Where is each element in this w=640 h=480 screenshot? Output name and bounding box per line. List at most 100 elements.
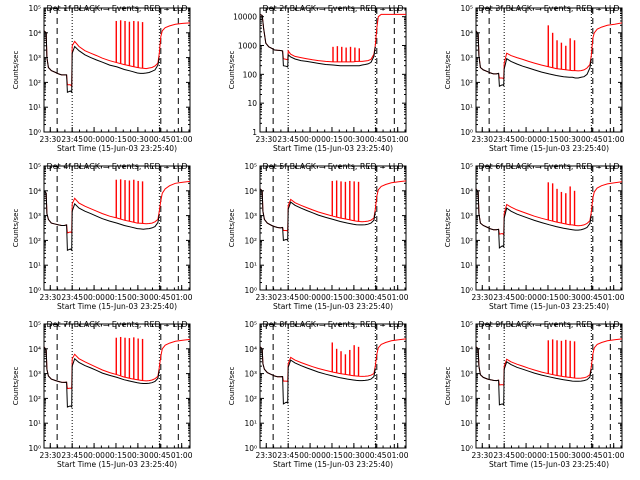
y-tick-label: 10⁰ — [28, 444, 41, 453]
y-tick-label: 10² — [460, 78, 473, 87]
events-series-line — [476, 188, 592, 249]
reference-lines — [56, 8, 179, 132]
x-tick-label: 23:45 — [277, 451, 299, 460]
x-tick-label: 00:00 — [83, 451, 105, 460]
reference-lines — [488, 8, 611, 132]
y-tick-label: 10³ — [244, 212, 257, 221]
x-tick-label: 01:00 — [603, 293, 625, 302]
plot-frame — [43, 7, 191, 133]
x-tick-label: 00:15 — [537, 293, 559, 302]
x-axis-label: Start Time (15-Jun-03 23:25:40) — [57, 460, 177, 469]
x-tick-label: 00:30 — [343, 135, 365, 144]
x-tick-label: 00:30 — [343, 293, 365, 302]
events-series-line — [476, 30, 592, 87]
y-axis-label: Counts/sec — [444, 51, 452, 90]
x-tick-label: 00:00 — [515, 293, 537, 302]
x-tick-label: 23:45 — [493, 451, 515, 460]
x-tick-label: 23:45 — [277, 135, 299, 144]
y-tick-label: 10⁴ — [460, 345, 473, 354]
y-tick-label: 10⁵ — [28, 4, 41, 13]
series-group — [476, 338, 622, 406]
y-tick-label: 10⁰ — [460, 444, 473, 453]
y-tick-label: 10¹ — [28, 261, 41, 270]
x-axis-label: Start Time (15-Jun-03 23:25:40) — [57, 144, 177, 153]
y-tick-label: 1 — [252, 128, 257, 137]
y-tick-label: 10² — [460, 394, 473, 403]
y-axis-label: Counts/sec — [228, 367, 236, 406]
y-tick-label: 10¹ — [244, 419, 257, 428]
y-tick-label: 10¹ — [460, 419, 473, 428]
x-tick-label: 00:45 — [149, 135, 171, 144]
x-tick-label: 00:45 — [149, 451, 171, 460]
events-series-line — [476, 346, 592, 406]
y-tick-label: 10¹ — [28, 103, 41, 112]
y-tick-label: 10² — [28, 78, 41, 87]
y-tick-label: 10³ — [460, 370, 473, 379]
x-tick-label: 23:30 — [255, 293, 277, 302]
y-tick-label: 1000 — [238, 42, 257, 51]
y-tick-label: 10² — [28, 236, 41, 245]
plot-frame — [43, 165, 191, 291]
x-tick-label: 00:45 — [581, 293, 603, 302]
x-tick-label: 01:00 — [171, 451, 193, 460]
y-tick-label: 100 — [243, 70, 258, 79]
y-tick-label: 10⁵ — [460, 320, 473, 329]
x-tick-label: 00:15 — [321, 135, 343, 144]
series-group — [44, 336, 190, 409]
lld-series-line — [44, 22, 190, 88]
x-tick-label: 00:00 — [83, 135, 105, 144]
y-tick-label: 10⁵ — [28, 162, 41, 171]
x-tick-label: 23:30 — [255, 135, 277, 144]
x-tick-label: 01:00 — [171, 293, 193, 302]
x-tick-label: 00:00 — [515, 135, 537, 144]
y-tick-label: 10³ — [28, 54, 41, 63]
x-tick-label: 01:00 — [603, 135, 625, 144]
y-axis-label: Counts/sec — [444, 367, 452, 406]
x-tick-label: 00:30 — [343, 451, 365, 460]
reference-lines — [272, 166, 395, 290]
plot-frame — [259, 165, 407, 291]
x-tick-label: 23:45 — [277, 293, 299, 302]
y-tick-label: 10⁴ — [460, 29, 473, 38]
y-tick-label: 10² — [28, 394, 41, 403]
x-tick-label: 00:00 — [299, 293, 321, 302]
x-tick-label: 23:30 — [39, 135, 61, 144]
y-tick-label: 10⁴ — [244, 345, 257, 354]
y-tick-label: 10³ — [244, 370, 257, 379]
y-tick-label: 10⁵ — [460, 4, 473, 13]
panel-title: Det 4f BLACK = Events, RED = LLD — [46, 162, 187, 171]
x-tick-label: 00:00 — [299, 135, 321, 144]
y-tick-label: 10³ — [28, 370, 41, 379]
series-group — [44, 179, 190, 252]
x-tick-label: 01:00 — [603, 451, 625, 460]
lld-series-line — [476, 181, 622, 236]
x-tick-label: 00:45 — [365, 451, 387, 460]
x-tick-label: 01:00 — [387, 135, 409, 144]
x-tick-label: 00:45 — [149, 293, 171, 302]
lld-series-line — [476, 22, 622, 80]
panel-title: Det 2f BLACK = Events, RED = LLD — [262, 4, 403, 13]
reference-lines — [56, 324, 179, 448]
reference-lines — [488, 324, 611, 448]
y-tick-label: 10⁰ — [460, 128, 473, 137]
x-tick-label: 01:00 — [387, 293, 409, 302]
y-tick-label: 10¹ — [460, 103, 473, 112]
events-series-line — [44, 30, 160, 94]
detector-panel: 1 10 100 1000 10000 23:30 23:45 00:00 00:15 00:30… — [228, 4, 409, 153]
y-tick-label: 10⁴ — [28, 345, 41, 354]
y-axis-label: Counts/sec — [12, 51, 20, 90]
lld-series-line — [260, 180, 406, 232]
panel-title: Det 6f BLACK = Events, RED = LLD — [478, 162, 619, 171]
events-series-line — [44, 190, 160, 252]
x-tick-label: 00:15 — [537, 451, 559, 460]
x-tick-label: 00:00 — [299, 451, 321, 460]
x-axis-label: Start Time (15-Jun-03 23:25:40) — [273, 302, 393, 311]
x-tick-label: 00:30 — [127, 451, 149, 460]
y-tick-label: 10² — [244, 394, 257, 403]
x-tick-label: 00:30 — [559, 293, 581, 302]
events-series-line — [260, 188, 376, 242]
